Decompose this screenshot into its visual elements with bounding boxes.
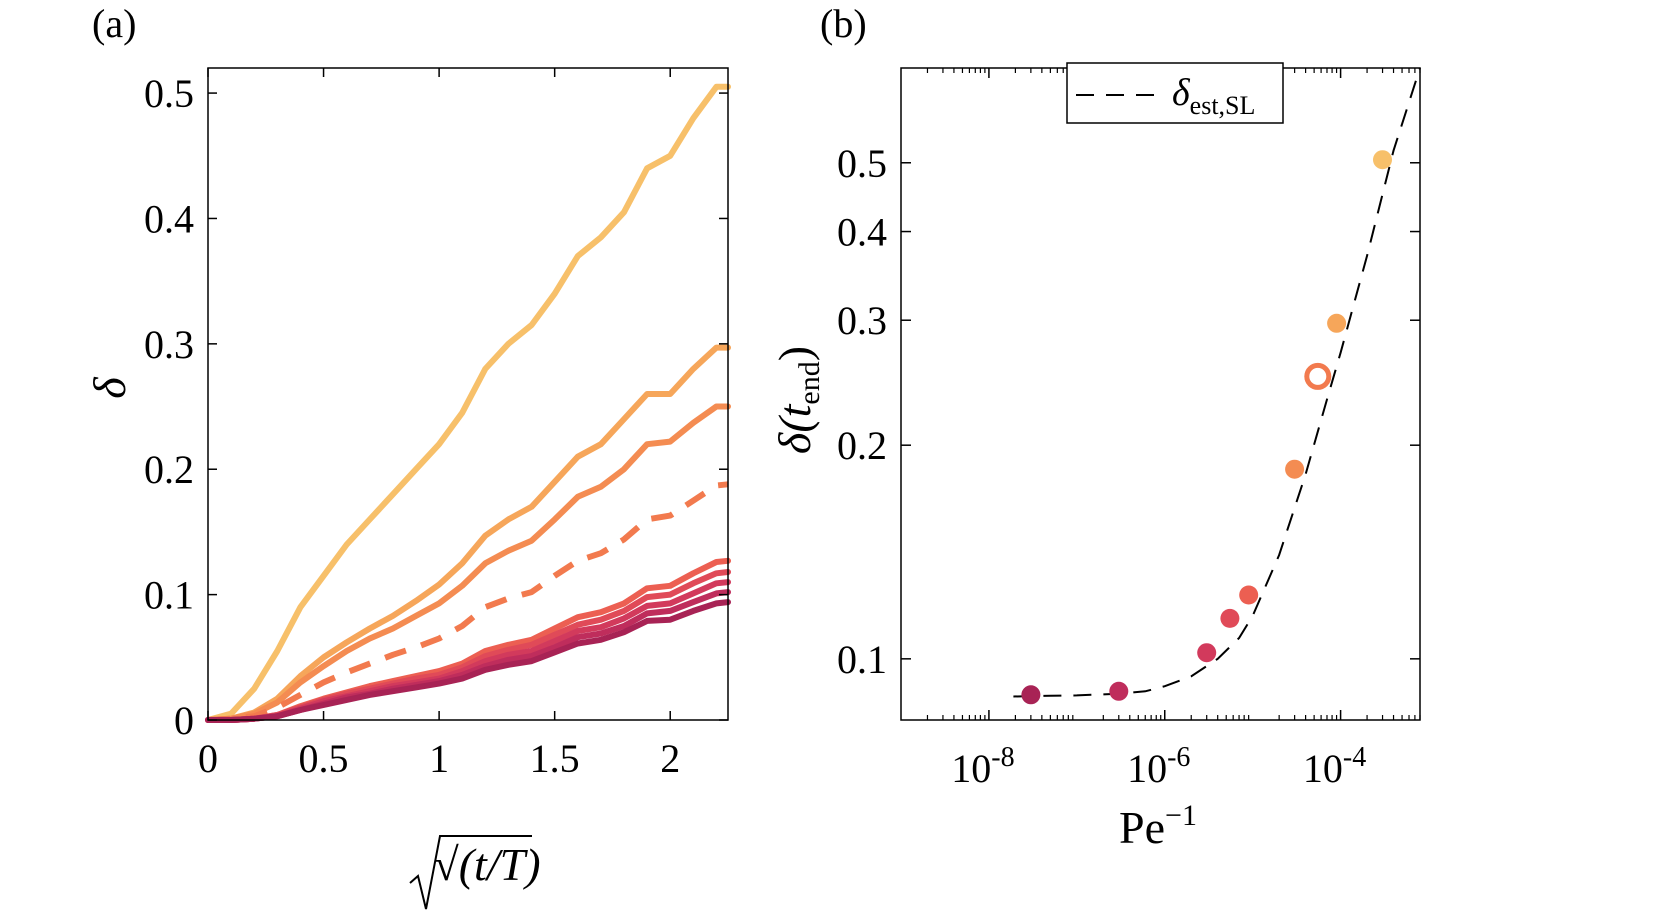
- panel-a-line-3: [205, 403, 731, 723]
- panel-a-axes-frame: [207, 67, 729, 721]
- panel-b-x-tick-base: 10: [951, 746, 991, 791]
- panel-b-y-tick-label: 0.5: [837, 141, 887, 186]
- panel-b-axes-frame: [900, 67, 1421, 721]
- panel-a-series-group: [205, 83, 731, 723]
- panel-b-x-label-sup: −1: [1165, 799, 1197, 832]
- panel-b-x-tick-label: 10-4: [1303, 742, 1366, 791]
- panel-b-x-tick-label: 10-6: [1127, 742, 1190, 791]
- panel-a-x-label-text: √(t/T): [433, 839, 540, 890]
- panel-a-y-tick-label: 0.4: [144, 196, 194, 241]
- panel-b-y-label-main: δ(t: [769, 403, 820, 454]
- panel-b-x-tick-base: 10: [1303, 746, 1343, 791]
- panel-a-x-tick-label: 1: [429, 736, 449, 781]
- panel-b-point-7: [1285, 459, 1305, 479]
- panel-a-line-4: [207, 481, 729, 723]
- panel-a-y-tick-label: 0.3: [144, 322, 194, 367]
- panel-b-point-8: [1327, 313, 1347, 333]
- panel-a-ticks: 0 0.5 1 1.5 2 0 0.1 0.2 0.3 0.4 0.5: [144, 68, 728, 781]
- panel-a-x-tick-label: 1.5: [530, 736, 580, 781]
- panel-a-line-7: [205, 579, 731, 723]
- panel-a-y-tick-label: 0.1: [144, 573, 194, 618]
- panel-b-x-tick-exp: -4: [1343, 742, 1366, 773]
- panel-b-y-tick-label: 0.1: [837, 637, 887, 682]
- panel-b-y-label: δ(tend): [769, 346, 826, 454]
- panel-b-point-5: [1239, 585, 1259, 605]
- panel-b-point-4: [1220, 608, 1240, 628]
- panel-b-y-label-close: ): [769, 346, 820, 361]
- legend: δest,SL: [1066, 62, 1284, 124]
- legend-box: [1066, 62, 1284, 124]
- panel-a-label: (a): [92, 1, 136, 46]
- panel-a: (a) 0 0.5 1 1.5 2 0 0.1 0.2 0.3 0.4 0.5 δ √(t/T): [84, 1, 731, 910]
- legend-label-main: δ: [1172, 72, 1191, 114]
- panel-b-ticks: 10-8 10-6 10-40.10.20.30.40.5: [837, 68, 1421, 791]
- panel-b-x-label-main: Pe: [1119, 802, 1165, 853]
- panel-b-y-tick-label: 0.3: [837, 298, 887, 343]
- panel-b-x-label: Pe−1: [1119, 799, 1197, 853]
- panel-b-y-label-sub: end: [793, 361, 826, 404]
- panel-b-label: (b): [820, 1, 867, 46]
- panel-a-line-1: [205, 83, 731, 723]
- panel-a-y-tick-label: 0.5: [144, 71, 194, 116]
- legend-label-sub: est,SL: [1190, 91, 1256, 120]
- panel-b-points: [1021, 150, 1392, 705]
- panel-a-y-label-wrap: δ: [84, 377, 135, 399]
- panel-a-y-tick-label: 0.2: [144, 447, 194, 492]
- panel-b-x-tick-exp: -8: [991, 742, 1014, 773]
- panel-b-point-3: [1197, 643, 1217, 663]
- panel-b-y-tick-label: 0.2: [837, 423, 887, 468]
- legend-label: δest,SL: [1172, 72, 1255, 120]
- panel-b-x-tick-label: 10-8: [951, 742, 1014, 791]
- panel-b-point-1: [1021, 685, 1041, 705]
- panel-a-y-label: δ: [84, 377, 135, 399]
- panel-b: (b) 10-8 10-6 10-40.10.20.30.40.5 δest,SL …: [769, 1, 1421, 853]
- panel-b-y-tick-label: 0.4: [837, 210, 887, 255]
- panel-b-point-9: [1373, 150, 1392, 170]
- panel-a-x-label: √(t/T): [409, 835, 541, 910]
- panel-a-x-tick-label: 0: [198, 736, 218, 781]
- estimate-curve: [1013, 67, 1421, 698]
- panel-b-point-6: [1304, 362, 1332, 390]
- panel-a-x-tick-label: 0.5: [299, 736, 349, 781]
- panel-a-line-2: [205, 344, 731, 723]
- panel-a-line-9: [205, 599, 731, 723]
- panel-a-x-tick-label: 2: [660, 736, 680, 781]
- panel-b-point-2: [1109, 681, 1129, 701]
- panel-b-x-tick-base: 10: [1127, 746, 1167, 791]
- panel-b-x-tick-exp: -6: [1167, 742, 1190, 773]
- panel-a-y-tick-label: 0: [174, 698, 194, 743]
